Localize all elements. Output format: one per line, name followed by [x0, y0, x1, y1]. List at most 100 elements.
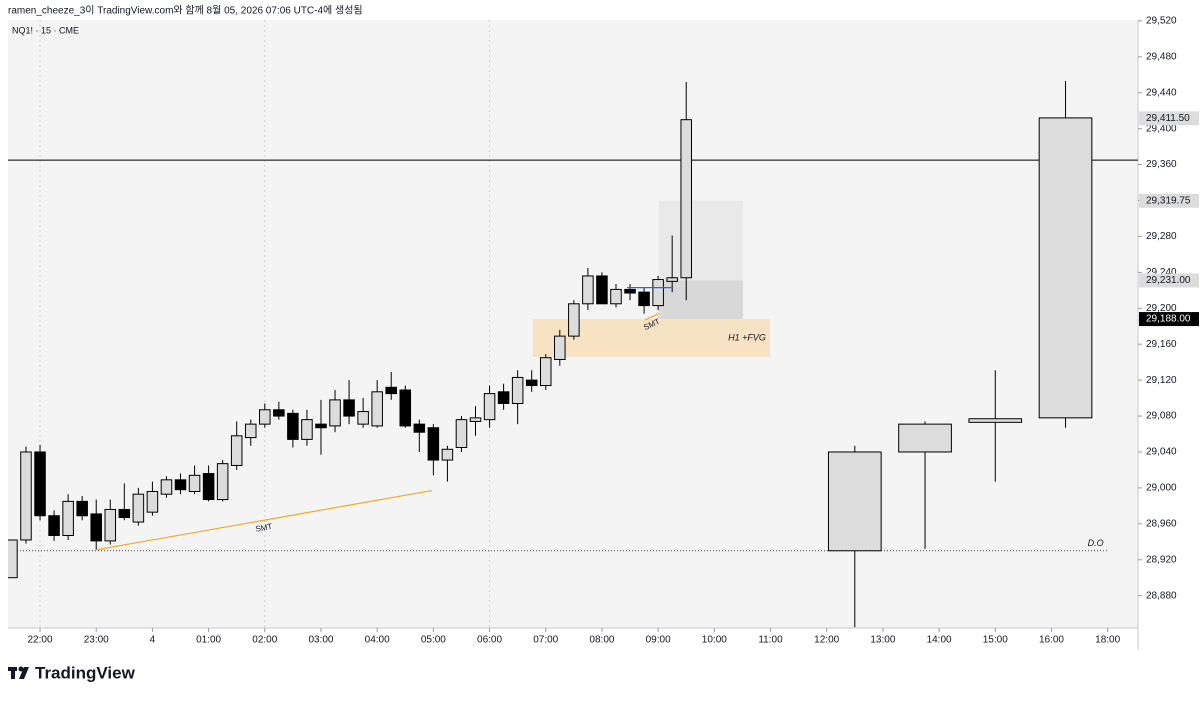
zone-label: H1 +FVG: [728, 332, 766, 342]
y-tick-label: 29,520: [1146, 16, 1177, 27]
price-label-bg: [1139, 193, 1199, 208]
y-tick-label: 29,240: [1146, 267, 1177, 278]
y-tick-label: 29,480: [1146, 51, 1177, 62]
candle-body: [610, 288, 622, 305]
zone-box: [658, 200, 743, 281]
x-tick-label: 01:00: [196, 635, 221, 646]
candle-body: [146, 490, 159, 513]
x-tick-label: 02:00: [252, 635, 277, 646]
candle-body: [568, 303, 580, 337]
candle-body: [230, 435, 243, 466]
candle-body: [20, 451, 32, 541]
candle-body: [301, 419, 313, 440]
candle-body: [188, 474, 201, 492]
candle-body: [666, 277, 678, 282]
candle-body: [132, 493, 145, 523]
candle-body: [8, 539, 18, 579]
candle-body: [174, 479, 187, 491]
candle-body: [160, 479, 173, 495]
caption: ramen_cheeze_3이 TradingView.com와 함께 8월 0…: [8, 5, 363, 17]
y-tick-label: 29,400: [1146, 123, 1177, 134]
candle-body: [90, 513, 102, 542]
candle-body: [652, 279, 664, 307]
candle-body: [554, 335, 566, 360]
candle-body: [582, 275, 594, 305]
price-label-bg: [1139, 312, 1199, 327]
candle-body: [48, 515, 60, 536]
x-tick-label: 04:00: [365, 635, 390, 646]
candle-body: [638, 291, 650, 307]
candle-body: [441, 448, 454, 461]
candle-body: [455, 419, 468, 448]
y-tick-label: 29,040: [1146, 447, 1177, 458]
candle-body: [511, 376, 524, 404]
candle-body: [399, 389, 412, 427]
candle-body: [827, 451, 882, 552]
candle-body: [483, 393, 496, 421]
zone-box: [658, 280, 743, 320]
x-tick-label: 15:00: [983, 635, 1008, 646]
candle-body: [371, 391, 383, 427]
y-tick-label: 29,080: [1146, 411, 1177, 422]
trendline-label: SMT: [255, 522, 273, 534]
candle-body: [329, 399, 341, 427]
y-tick-label: 28,880: [1146, 590, 1177, 601]
y-tick-label: 28,960: [1146, 518, 1177, 529]
candle-body: [244, 423, 257, 439]
candle-body: [76, 500, 88, 517]
x-tick-label: 22:00: [28, 635, 53, 646]
candle-body: [315, 423, 327, 429]
candle-body: [427, 427, 440, 461]
x-tick-label: 11:00: [758, 635, 783, 646]
y-tick-label: 29,160: [1146, 339, 1177, 350]
candle-body: [497, 391, 510, 404]
candle-body: [118, 508, 131, 519]
price-label: 29,319.75: [1146, 195, 1191, 206]
x-tick-label: 03:00: [308, 635, 333, 646]
x-tick-label: 05:00: [421, 635, 446, 646]
candle-body: [1038, 117, 1093, 419]
symbol: NQ1! · 15 · CME: [12, 25, 79, 35]
price-label: 29,411.50: [1146, 113, 1190, 124]
y-tick-label: 29,280: [1146, 231, 1177, 242]
candle-body: [343, 399, 355, 417]
candle-body: [357, 411, 369, 425]
candle-body: [596, 275, 608, 305]
y-tick-label: 29,200: [1146, 303, 1177, 314]
axes: 28,880 28,920 28,960 29,000 29,040 29,080 29,1…: [28, 16, 1199, 646]
x-tick-label: 4: [150, 635, 156, 646]
brand: TradingView: [35, 663, 136, 682]
y-tick-label: 29,440: [1146, 87, 1177, 98]
candle-body: [104, 508, 117, 542]
trendline: [644, 313, 659, 321]
x-tick-label: 23:00: [84, 635, 109, 646]
price-label-bg: [1139, 111, 1199, 126]
x-tick-label: 18:00: [1095, 635, 1120, 646]
x-tick-label: 06:00: [477, 635, 502, 646]
trendline: [96, 490, 432, 551]
candle-body: [273, 409, 285, 417]
candle-body: [34, 451, 46, 517]
candle-body: [525, 379, 538, 387]
x-tick-label: 16:00: [1039, 635, 1064, 646]
y-tick-label: 29,000: [1146, 483, 1177, 494]
price-label: 29,188.00: [1146, 314, 1191, 325]
y-tick-label: 29,120: [1146, 375, 1177, 386]
price-label-bg: [1139, 273, 1199, 288]
candle-body: [259, 409, 271, 425]
candle-body: [469, 417, 482, 422]
candle-body: [202, 473, 215, 501]
x-tick-label: 09:00: [646, 635, 671, 646]
y-tick-label: 29,360: [1146, 159, 1177, 170]
candle-body: [287, 412, 299, 440]
candle-body: [62, 500, 74, 536]
candle-body: [385, 386, 397, 395]
candle-body: [968, 418, 1023, 423]
y-tick-label: 28,920: [1146, 554, 1177, 565]
candle-body: [624, 288, 636, 294]
x-tick-label: 07:00: [533, 635, 558, 646]
x-tick-label: 13:00: [870, 635, 895, 646]
logo: [8, 666, 29, 679]
